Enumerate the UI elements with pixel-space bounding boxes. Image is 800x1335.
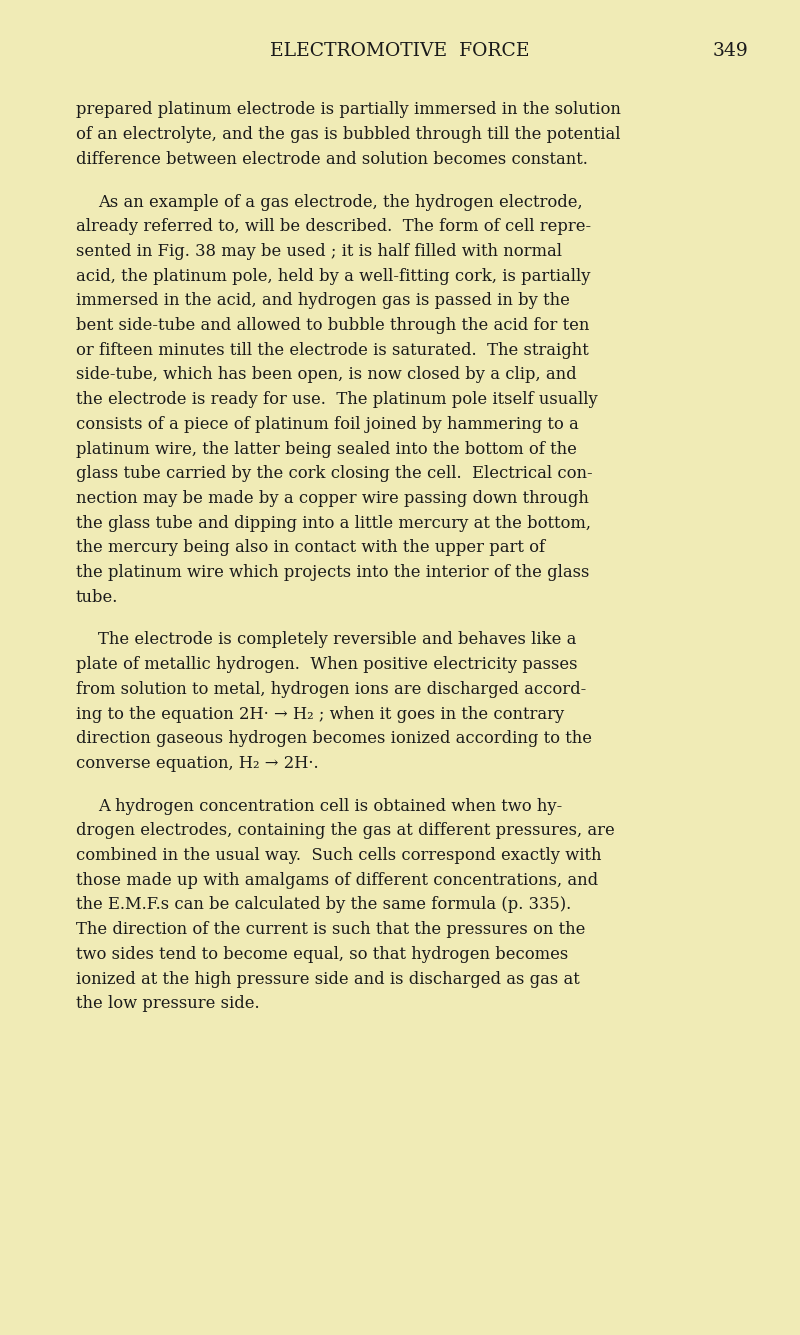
- Text: tube.: tube.: [76, 589, 118, 606]
- Text: consists of a piece of platinum foil joined by hammering to a: consists of a piece of platinum foil joi…: [76, 417, 578, 433]
- Text: ionized at the high pressure side and is discharged as gas at: ionized at the high pressure side and is…: [76, 971, 580, 988]
- Text: the electrode is ready for use.  The platinum pole itself usually: the electrode is ready for use. The plat…: [76, 391, 598, 409]
- Text: As an example of a gas electrode, the hydrogen electrode,: As an example of a gas electrode, the hy…: [98, 194, 582, 211]
- Text: 349: 349: [712, 41, 748, 60]
- Text: The electrode is completely reversible and behaves like a: The electrode is completely reversible a…: [98, 631, 576, 649]
- Text: those made up with amalgams of different concentrations, and: those made up with amalgams of different…: [76, 872, 598, 889]
- Text: the mercury being also in contact with the upper part of: the mercury being also in contact with t…: [76, 539, 545, 557]
- Text: The direction of the current is such that the pressures on the: The direction of the current is such tha…: [76, 921, 586, 939]
- Text: drogen electrodes, containing the gas at different pressures, are: drogen electrodes, containing the gas at…: [76, 822, 614, 840]
- Text: A hydrogen concentration cell is obtained when two hy-: A hydrogen concentration cell is obtaine…: [98, 797, 562, 814]
- Text: side-tube, which has been open, is now closed by a clip, and: side-tube, which has been open, is now c…: [76, 367, 577, 383]
- Text: the E.M.F.s can be calculated by the same formula (p. 335).: the E.M.F.s can be calculated by the sam…: [76, 897, 571, 913]
- Text: of an electrolyte, and the gas is bubbled through till the potential: of an electrolyte, and the gas is bubble…: [76, 127, 621, 143]
- Text: already referred to, will be described.  The form of cell repre-: already referred to, will be described. …: [76, 218, 591, 235]
- Text: glass tube carried by the cork closing the cell.  Electrical con-: glass tube carried by the cork closing t…: [76, 466, 593, 482]
- Text: acid, the platinum pole, held by a well-fitting cork, is partially: acid, the platinum pole, held by a well-…: [76, 267, 590, 284]
- Text: the platinum wire which projects into the interior of the glass: the platinum wire which projects into th…: [76, 565, 590, 581]
- Text: combined in the usual way.  Such cells correspond exactly with: combined in the usual way. Such cells co…: [76, 848, 602, 864]
- Text: difference between electrode and solution becomes constant.: difference between electrode and solutio…: [76, 151, 588, 168]
- Text: two sides tend to become equal, so that hydrogen becomes: two sides tend to become equal, so that …: [76, 947, 568, 963]
- Text: direction gaseous hydrogen becomes ionized according to the: direction gaseous hydrogen becomes ioniz…: [76, 730, 592, 748]
- Text: or fifteen minutes till the electrode is saturated.  The straight: or fifteen minutes till the electrode is…: [76, 342, 589, 359]
- Text: from solution to metal, hydrogen ions are discharged accord-: from solution to metal, hydrogen ions ar…: [76, 681, 586, 698]
- Text: prepared platinum electrode is partially immersed in the solution: prepared platinum electrode is partially…: [76, 101, 621, 119]
- Text: immersed in the acid, and hydrogen gas is passed in by the: immersed in the acid, and hydrogen gas i…: [76, 292, 570, 310]
- Text: converse equation, H₂ → 2H·.: converse equation, H₂ → 2H·.: [76, 756, 318, 772]
- Text: the low pressure side.: the low pressure side.: [76, 996, 260, 1012]
- Text: platinum wire, the latter being sealed into the bottom of the: platinum wire, the latter being sealed i…: [76, 441, 577, 458]
- Text: the glass tube and dipping into a little mercury at the bottom,: the glass tube and dipping into a little…: [76, 515, 591, 531]
- Text: ing to the equation 2H· → H₂ ; when it goes in the contrary: ing to the equation 2H· → H₂ ; when it g…: [76, 706, 564, 722]
- Text: ELECTROMOTIVE  FORCE: ELECTROMOTIVE FORCE: [270, 41, 530, 60]
- Text: sented in Fig. 38 may be used ; it is half filled with normal: sented in Fig. 38 may be used ; it is ha…: [76, 243, 562, 260]
- Text: nection may be made by a copper wire passing down through: nection may be made by a copper wire pas…: [76, 490, 589, 507]
- Text: bent side-tube and allowed to bubble through the acid for ten: bent side-tube and allowed to bubble thr…: [76, 316, 590, 334]
- Text: plate of metallic hydrogen.  When positive electricity passes: plate of metallic hydrogen. When positiv…: [76, 657, 578, 673]
